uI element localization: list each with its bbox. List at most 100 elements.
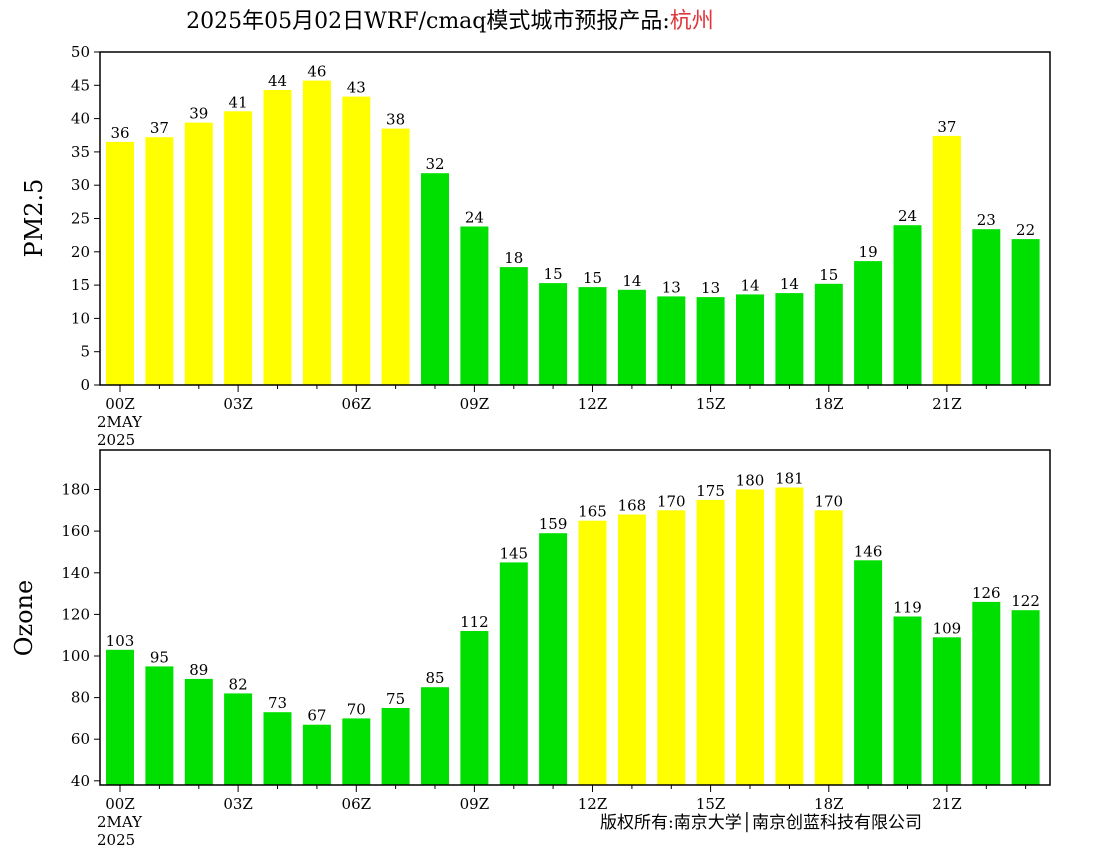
ozone-bar (421, 687, 449, 785)
pm25-value-label: 15 (544, 265, 563, 283)
ozone-x-tick-label: 06Z (342, 795, 372, 813)
ozone-value-label: 146 (854, 542, 883, 560)
ozone-y-tick-label: 40 (71, 772, 90, 790)
pm25-y-axis-label: PM2.5 (20, 179, 48, 258)
pm25-value-label: 14 (780, 275, 799, 293)
pm25-value-label: 36 (110, 124, 129, 142)
pm25-bar (106, 141, 134, 385)
pm25-y-tick-label: 50 (71, 43, 90, 61)
pm25-bar (421, 173, 449, 385)
ozone-x-tick-label: 03Z (223, 795, 253, 813)
ozone-value-label: 73 (268, 694, 287, 712)
ozone-bar (342, 718, 371, 785)
pm25-value-label: 39 (189, 105, 208, 123)
pm25-bar (696, 297, 725, 385)
pm25-value-label: 22 (1016, 221, 1035, 239)
pm25-x-tick-label: 12Z (578, 395, 608, 413)
pm25-value-label: 23 (977, 211, 996, 229)
ozone-value-label: 159 (539, 515, 568, 533)
pm25-value-label: 43 (347, 79, 366, 97)
ozone-value-label: 170 (814, 492, 843, 510)
pm25-bar (617, 289, 646, 385)
pm25-bar (539, 283, 568, 385)
ozone-y-axis-label: Ozone (10, 580, 38, 656)
pm25-bar (814, 283, 843, 385)
ozone-value-label: 70 (347, 700, 366, 718)
ozone-y-tick-label: 80 (71, 689, 90, 707)
ozone-value-label: 89 (189, 661, 208, 679)
pm25-value-label: 19 (859, 243, 878, 261)
pm25-value-label: 14 (740, 276, 759, 294)
pm25-bar (1011, 239, 1040, 385)
ozone-y-tick-label: 120 (61, 605, 90, 623)
pm25-bar (775, 293, 804, 385)
ozone-value-label: 103 (106, 632, 135, 650)
ozone-value-label: 67 (307, 707, 326, 725)
ozone-bar (145, 666, 174, 785)
ozone-bar (1011, 610, 1040, 785)
ozone-value-label: 95 (150, 648, 169, 666)
ozone-x-tick-label: 2MAY (97, 813, 143, 831)
ozone-x-tick-label: 15Z (696, 795, 726, 813)
pm25-value-label: 24 (898, 207, 917, 225)
pm25-bar (932, 135, 961, 385)
pm25-bar (342, 96, 371, 385)
ozone-bar (106, 649, 134, 785)
ozone-value-label: 122 (1011, 592, 1040, 610)
pm25-y-tick-label: 30 (71, 176, 90, 194)
ozone-value-label: 168 (618, 497, 647, 515)
ozone-bar (302, 724, 331, 785)
title-prefix: 2025年05月02日WRF/cmaq模式城市预报产品: (186, 9, 670, 34)
ozone-y-tick-label: 140 (61, 564, 90, 582)
pm25-bar (972, 229, 1001, 385)
pm25-x-tick-label: 03Z (223, 395, 253, 413)
ozone-value-label: 119 (893, 599, 922, 617)
ozone-bar (657, 510, 686, 785)
pm25-value-label: 37 (150, 119, 169, 137)
ozone-bar (972, 601, 1001, 785)
pm25-value-label: 13 (701, 279, 720, 297)
pm25-y-tick-label: 40 (71, 110, 90, 128)
ozone-value-label: 85 (425, 669, 444, 687)
pm25-bar (893, 225, 922, 385)
pm25-x-tick-label: 2025 (97, 431, 135, 449)
pm25-x-tick-label: 18Z (814, 395, 844, 413)
ozone-bar (460, 631, 489, 785)
pm25-y-tick-label: 0 (80, 376, 90, 394)
pm25-y-tick-label: 35 (71, 143, 90, 161)
pm25-value-label: 38 (386, 111, 405, 129)
ozone-bar (539, 533, 568, 785)
ozone-x-tick-label: 2025 (97, 831, 135, 849)
pm25-bar (381, 128, 410, 385)
pm25-y-tick-label: 45 (71, 76, 90, 94)
pm25-bar (499, 267, 528, 385)
ozone-x-tick-label: 21Z (932, 795, 962, 813)
ozone-bar (263, 712, 292, 785)
ozone-y-tick-label: 180 (61, 481, 90, 499)
pm25-bar (302, 80, 331, 385)
pm25-value-label: 41 (229, 93, 248, 111)
pm25-value-label: 44 (268, 72, 287, 90)
ozone-bar (696, 499, 725, 785)
ozone-bar (617, 514, 646, 785)
ozone-value-label: 181 (775, 470, 804, 488)
pm25-x-tick-label: 00Z (105, 395, 135, 413)
pm25-y-tick-label: 20 (71, 243, 90, 261)
ozone-value-label: 180 (736, 472, 765, 490)
ozone-bar (932, 637, 961, 785)
ozone-y-tick-label: 60 (71, 730, 90, 748)
ozone-x-tick-label: 09Z (460, 795, 490, 813)
ozone-bar (775, 487, 804, 785)
pm25-bar (578, 287, 607, 385)
ozone-bar (736, 489, 764, 785)
ozone-panel: 103 95 89 82 73 67 70 75 85 112 145 159 165 168 170 175… (10, 449, 1051, 849)
ozone-value-label: 165 (578, 503, 607, 521)
pm25-bar (224, 111, 253, 386)
pm25-y-tick-label: 10 (71, 309, 90, 327)
pm25-value-label: 13 (662, 278, 681, 296)
pm25-y-tick-label: 25 (71, 210, 90, 228)
pm25-bar (736, 294, 764, 385)
ozone-value-label: 82 (229, 675, 248, 693)
ozone-y-tick-label: 100 (61, 647, 90, 665)
